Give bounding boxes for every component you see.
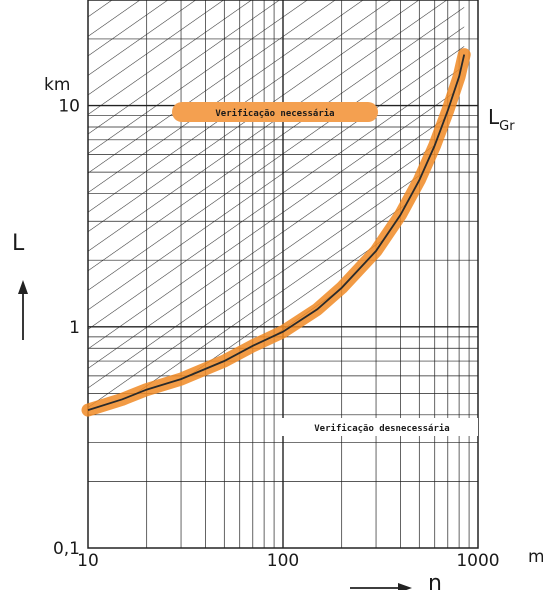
x-tick-label: 100 — [267, 551, 299, 571]
region-label-required-text: Verificação necessária — [215, 108, 334, 119]
curve-annotation: LGr — [488, 105, 515, 134]
x-axis-title: n — [350, 571, 442, 590]
x-tick-label: 10 — [77, 551, 99, 571]
region-label-unnecessary: Verificação desnecessária — [278, 418, 478, 436]
x-axis-label: n — [428, 571, 442, 590]
x-tick-label: 1000 — [456, 551, 499, 571]
region-label-unnecessary-text: Verificação desnecessária — [314, 423, 449, 434]
curve-annotation-label: LGr — [488, 105, 515, 134]
curve-lgr-line — [87, 54, 466, 411]
x-tick-labels: 10 100 1000 — [77, 551, 499, 571]
region-label-required-highlight — [172, 102, 378, 122]
y-axis-title: L — [12, 231, 28, 340]
y-tick-label: 0,1 — [53, 539, 80, 559]
region-label-unnecessary-bg — [278, 418, 478, 436]
plot-area — [87, 0, 479, 549]
y-tick-label: 10 — [58, 97, 80, 117]
region-label-required: Verificação necessária — [172, 102, 378, 122]
y-axis-label: L — [12, 231, 25, 256]
x-axis-arrowhead-icon — [398, 583, 412, 590]
y-tick-label: 1 — [69, 318, 80, 338]
curve-lgr — [81, 48, 471, 417]
y-tick-labels: 0,1 1 10 — [53, 97, 80, 559]
x-unit-label: m — [528, 547, 543, 567]
y-axis-arrowhead-icon — [18, 280, 28, 294]
y-unit-label: km — [44, 75, 70, 95]
plot-frame — [87, 0, 479, 549]
